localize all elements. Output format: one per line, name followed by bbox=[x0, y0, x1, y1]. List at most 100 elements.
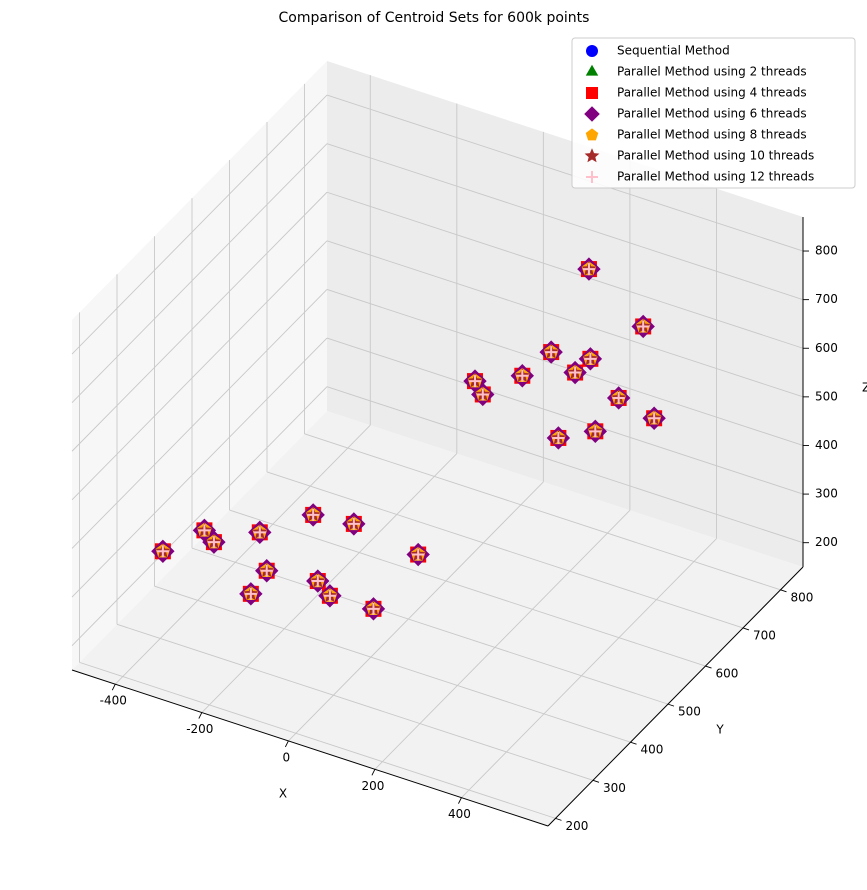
data-point bbox=[584, 352, 597, 365]
grid-line bbox=[229, 509, 706, 667]
data-point bbox=[589, 425, 602, 438]
legend-label: Parallel Method using 8 threads bbox=[617, 128, 807, 142]
floor-pane bbox=[72, 411, 803, 826]
tick-mark bbox=[705, 665, 712, 669]
grid-line bbox=[71, 191, 328, 452]
legend-marker bbox=[586, 87, 598, 99]
grid-line bbox=[326, 94, 804, 252]
z-tick-label: 200 bbox=[815, 535, 838, 549]
data-point bbox=[412, 548, 425, 561]
data-point bbox=[311, 575, 324, 588]
grid-line bbox=[304, 433, 781, 591]
tick-mark bbox=[458, 797, 462, 804]
tick-mark bbox=[111, 683, 116, 691]
data-point bbox=[198, 524, 211, 537]
z-axis-label: Z bbox=[862, 381, 867, 395]
tick-mark bbox=[630, 741, 637, 745]
legend-marker bbox=[584, 106, 600, 122]
y-tick-label: 300 bbox=[603, 781, 626, 795]
legend: Sequential Method Parallel Method using 2… bbox=[571, 37, 856, 189]
tick-mark bbox=[592, 779, 600, 783]
z-tick-label: 300 bbox=[815, 487, 838, 501]
legend-marker bbox=[586, 171, 598, 183]
x-tick-label: 0 bbox=[283, 750, 291, 764]
y-tick-label: 800 bbox=[791, 590, 814, 604]
grid-line bbox=[326, 289, 804, 446]
legend-label: Parallel Method using 10 threads bbox=[617, 149, 814, 163]
tick-mark bbox=[284, 740, 289, 748]
x-tick-label: -200 bbox=[186, 722, 213, 736]
tick-mark bbox=[371, 769, 376, 776]
x-tick-label: 400 bbox=[448, 807, 471, 821]
tick-mark bbox=[198, 712, 203, 719]
data-point bbox=[476, 388, 489, 401]
legend-label: Parallel Method using 2 threads bbox=[617, 65, 807, 79]
grid-line bbox=[374, 509, 631, 770]
legend-marker bbox=[585, 128, 599, 141]
legend-label: Parallel Method using 4 threads bbox=[617, 86, 807, 100]
data-point bbox=[569, 366, 582, 379]
legend-marker bbox=[586, 45, 598, 57]
grid-line bbox=[71, 386, 328, 647]
data-point bbox=[469, 375, 481, 388]
axis-line bbox=[547, 566, 804, 827]
data-point bbox=[260, 564, 273, 577]
legend-label: Sequential Method bbox=[617, 44, 730, 58]
grid-line bbox=[326, 240, 804, 398]
legend-box bbox=[571, 37, 856, 189]
grid-line bbox=[461, 538, 717, 798]
x-tick-label: 200 bbox=[361, 779, 384, 793]
grid-line bbox=[326, 191, 804, 349]
left-pane bbox=[72, 61, 327, 670]
data-point bbox=[516, 369, 529, 382]
y-tick-label: 700 bbox=[753, 628, 776, 642]
data-point bbox=[207, 536, 220, 549]
grid-line bbox=[71, 337, 328, 598]
data-point bbox=[552, 431, 565, 444]
data-point bbox=[156, 545, 169, 558]
legend-marker bbox=[585, 64, 599, 76]
data-point bbox=[582, 263, 595, 276]
data-point bbox=[307, 508, 320, 521]
y-tick-label: 200 bbox=[566, 819, 589, 833]
z-tick-label: 800 bbox=[815, 244, 838, 258]
legend-label: Parallel Method using 6 threads bbox=[617, 107, 807, 121]
data-point bbox=[347, 517, 360, 530]
grid-line bbox=[71, 240, 328, 501]
grid-line bbox=[201, 453, 458, 713]
data-point bbox=[323, 589, 336, 602]
axis-line bbox=[71, 669, 549, 827]
z-tick-label: 700 bbox=[815, 292, 838, 306]
data-point bbox=[367, 602, 380, 615]
x-tick-label: -400 bbox=[100, 694, 127, 708]
data-point bbox=[244, 587, 257, 600]
grid-line bbox=[326, 386, 804, 544]
grid-line bbox=[326, 143, 804, 301]
y-tick-label: 500 bbox=[678, 705, 701, 719]
grid-line bbox=[154, 585, 631, 743]
z-tick-label: 400 bbox=[815, 438, 838, 452]
x-axis-label: X bbox=[279, 787, 287, 801]
grid-line bbox=[114, 424, 371, 685]
legend-label: Parallel Method using 12 threads bbox=[617, 170, 814, 184]
z-tick-label: 500 bbox=[815, 389, 838, 403]
legend-marker bbox=[584, 148, 600, 163]
y-tick-label: 400 bbox=[641, 743, 664, 757]
grid-line bbox=[116, 623, 594, 781]
grid-line bbox=[326, 337, 804, 495]
grid-line bbox=[79, 661, 556, 819]
grid-line bbox=[288, 481, 544, 742]
z-tick-label: 600 bbox=[815, 341, 838, 355]
tick-mark bbox=[742, 627, 750, 631]
chart-title: Comparison of Centroid Sets for 600k poi… bbox=[279, 10, 590, 26]
tick-mark bbox=[667, 703, 675, 707]
data-point bbox=[612, 391, 625, 404]
data-point bbox=[648, 412, 661, 425]
y-tick-label: 600 bbox=[716, 667, 739, 681]
grid-line bbox=[71, 289, 328, 549]
grid-line bbox=[266, 471, 744, 629]
data-point bbox=[253, 526, 266, 539]
data-point bbox=[637, 320, 650, 333]
grid-line bbox=[71, 94, 328, 355]
